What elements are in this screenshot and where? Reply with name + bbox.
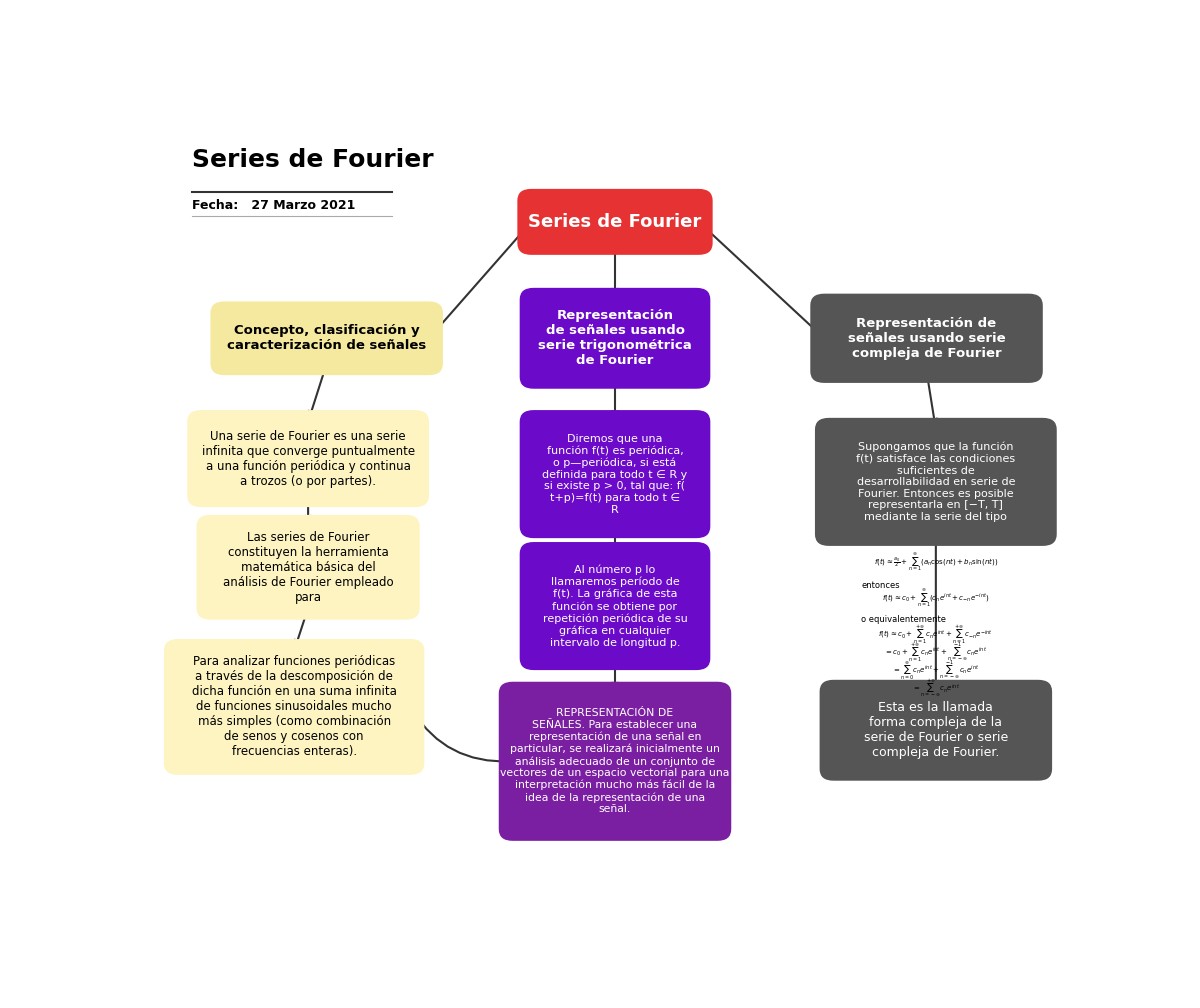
FancyBboxPatch shape bbox=[820, 679, 1052, 781]
FancyBboxPatch shape bbox=[164, 639, 425, 775]
Text: Fecha:   27 Marzo 2021: Fecha: 27 Marzo 2021 bbox=[192, 199, 355, 212]
Text: Supongamos que la función
f(t) satisface las condiciones
suficientes de
desarrol: Supongamos que la función f(t) satisface… bbox=[857, 442, 1015, 522]
Text: $= c_0 + \sum_{n=1}^{+\infty} c_n e^{int} + \sum_{n=-\infty}^{-1} c_n e^{int}$: $= c_0 + \sum_{n=1}^{+\infty} c_n e^{int… bbox=[884, 641, 988, 664]
FancyBboxPatch shape bbox=[520, 410, 710, 538]
FancyBboxPatch shape bbox=[520, 288, 710, 389]
Text: Diremos que una
función f(t) es periódica,
o p—periódica, si está
definida para : Diremos que una función f(t) es periódic… bbox=[542, 433, 688, 514]
Text: Representación
de señales usando
serie trigonométrica
de Fourier: Representación de señales usando serie t… bbox=[538, 309, 692, 367]
FancyBboxPatch shape bbox=[210, 301, 443, 375]
Text: $= \sum_{n=0}^{\infty} c_n e^{int} + \sum_{n=-\infty}^{-1} c_n e^{int}$: $= \sum_{n=0}^{\infty} c_n e^{int} + \su… bbox=[892, 658, 979, 682]
FancyBboxPatch shape bbox=[499, 681, 731, 841]
Text: Concepto, clasificación y
caracterización de señales: Concepto, clasificación y caracterizació… bbox=[227, 325, 426, 352]
Text: Al número p lo
llamaremos período de
f(t). La gráfica de esta
función se obtiene: Al número p lo llamaremos período de f(t… bbox=[542, 564, 688, 647]
Text: $f(t) \approx c_0 + \sum_{n=1}^{\infty}(c_n e^{int} + c_{-n}e^{-int})$: $f(t) \approx c_0 + \sum_{n=1}^{\infty}(… bbox=[882, 588, 990, 609]
FancyBboxPatch shape bbox=[517, 188, 713, 255]
Text: REPRESENTACIÓN DE
SEÑALES. Para establecer una
representación de una señal en
pa: REPRESENTACIÓN DE SEÑALES. Para establec… bbox=[500, 709, 730, 814]
Text: Una serie de Fourier es una serie
infinita que converge puntualmente
a una funci: Una serie de Fourier es una serie infini… bbox=[202, 429, 415, 488]
FancyBboxPatch shape bbox=[187, 410, 430, 507]
Text: Series de Fourier: Series de Fourier bbox=[528, 213, 702, 231]
FancyBboxPatch shape bbox=[520, 542, 710, 670]
FancyBboxPatch shape bbox=[197, 515, 420, 620]
Text: Las series de Fourier
constituyen la herramienta
matemática básica del
análisis : Las series de Fourier constituyen la her… bbox=[223, 531, 394, 604]
FancyBboxPatch shape bbox=[815, 418, 1057, 546]
Text: $f(t) \approx \frac{a_0}{2} + \sum_{n=1}^{\infty}(a_n \cos(nt) + b_n \sin(nt))$: $f(t) \approx \frac{a_0}{2} + \sum_{n=1}… bbox=[874, 550, 998, 573]
Text: o equivalentemente: o equivalentemente bbox=[862, 615, 947, 624]
Text: Series de Fourier: Series de Fourier bbox=[192, 148, 433, 172]
Text: $f(t) \approx c_0 + \sum_{n=1}^{+\infty} c_n e^{int} + \sum_{n=1}^{+\infty} c_{-: $f(t) \approx c_0 + \sum_{n=1}^{+\infty}… bbox=[878, 624, 994, 646]
Text: Esta es la llamada
forma compleja de la
serie de Fourier o serie
compleja de Fou: Esta es la llamada forma compleja de la … bbox=[864, 702, 1008, 759]
FancyBboxPatch shape bbox=[810, 293, 1043, 383]
Text: Representación de
señales usando serie
compleja de Fourier: Representación de señales usando serie c… bbox=[847, 317, 1006, 360]
Text: entonces: entonces bbox=[862, 581, 900, 590]
Text: $= \sum_{n=-\infty}^{+\infty} c_n e^{int}$: $= \sum_{n=-\infty}^{+\infty} c_n e^{int… bbox=[912, 677, 960, 700]
Text: Para analizar funciones periódicas
a través de la descomposición de
dicha funció: Para analizar funciones periódicas a tra… bbox=[192, 655, 396, 758]
